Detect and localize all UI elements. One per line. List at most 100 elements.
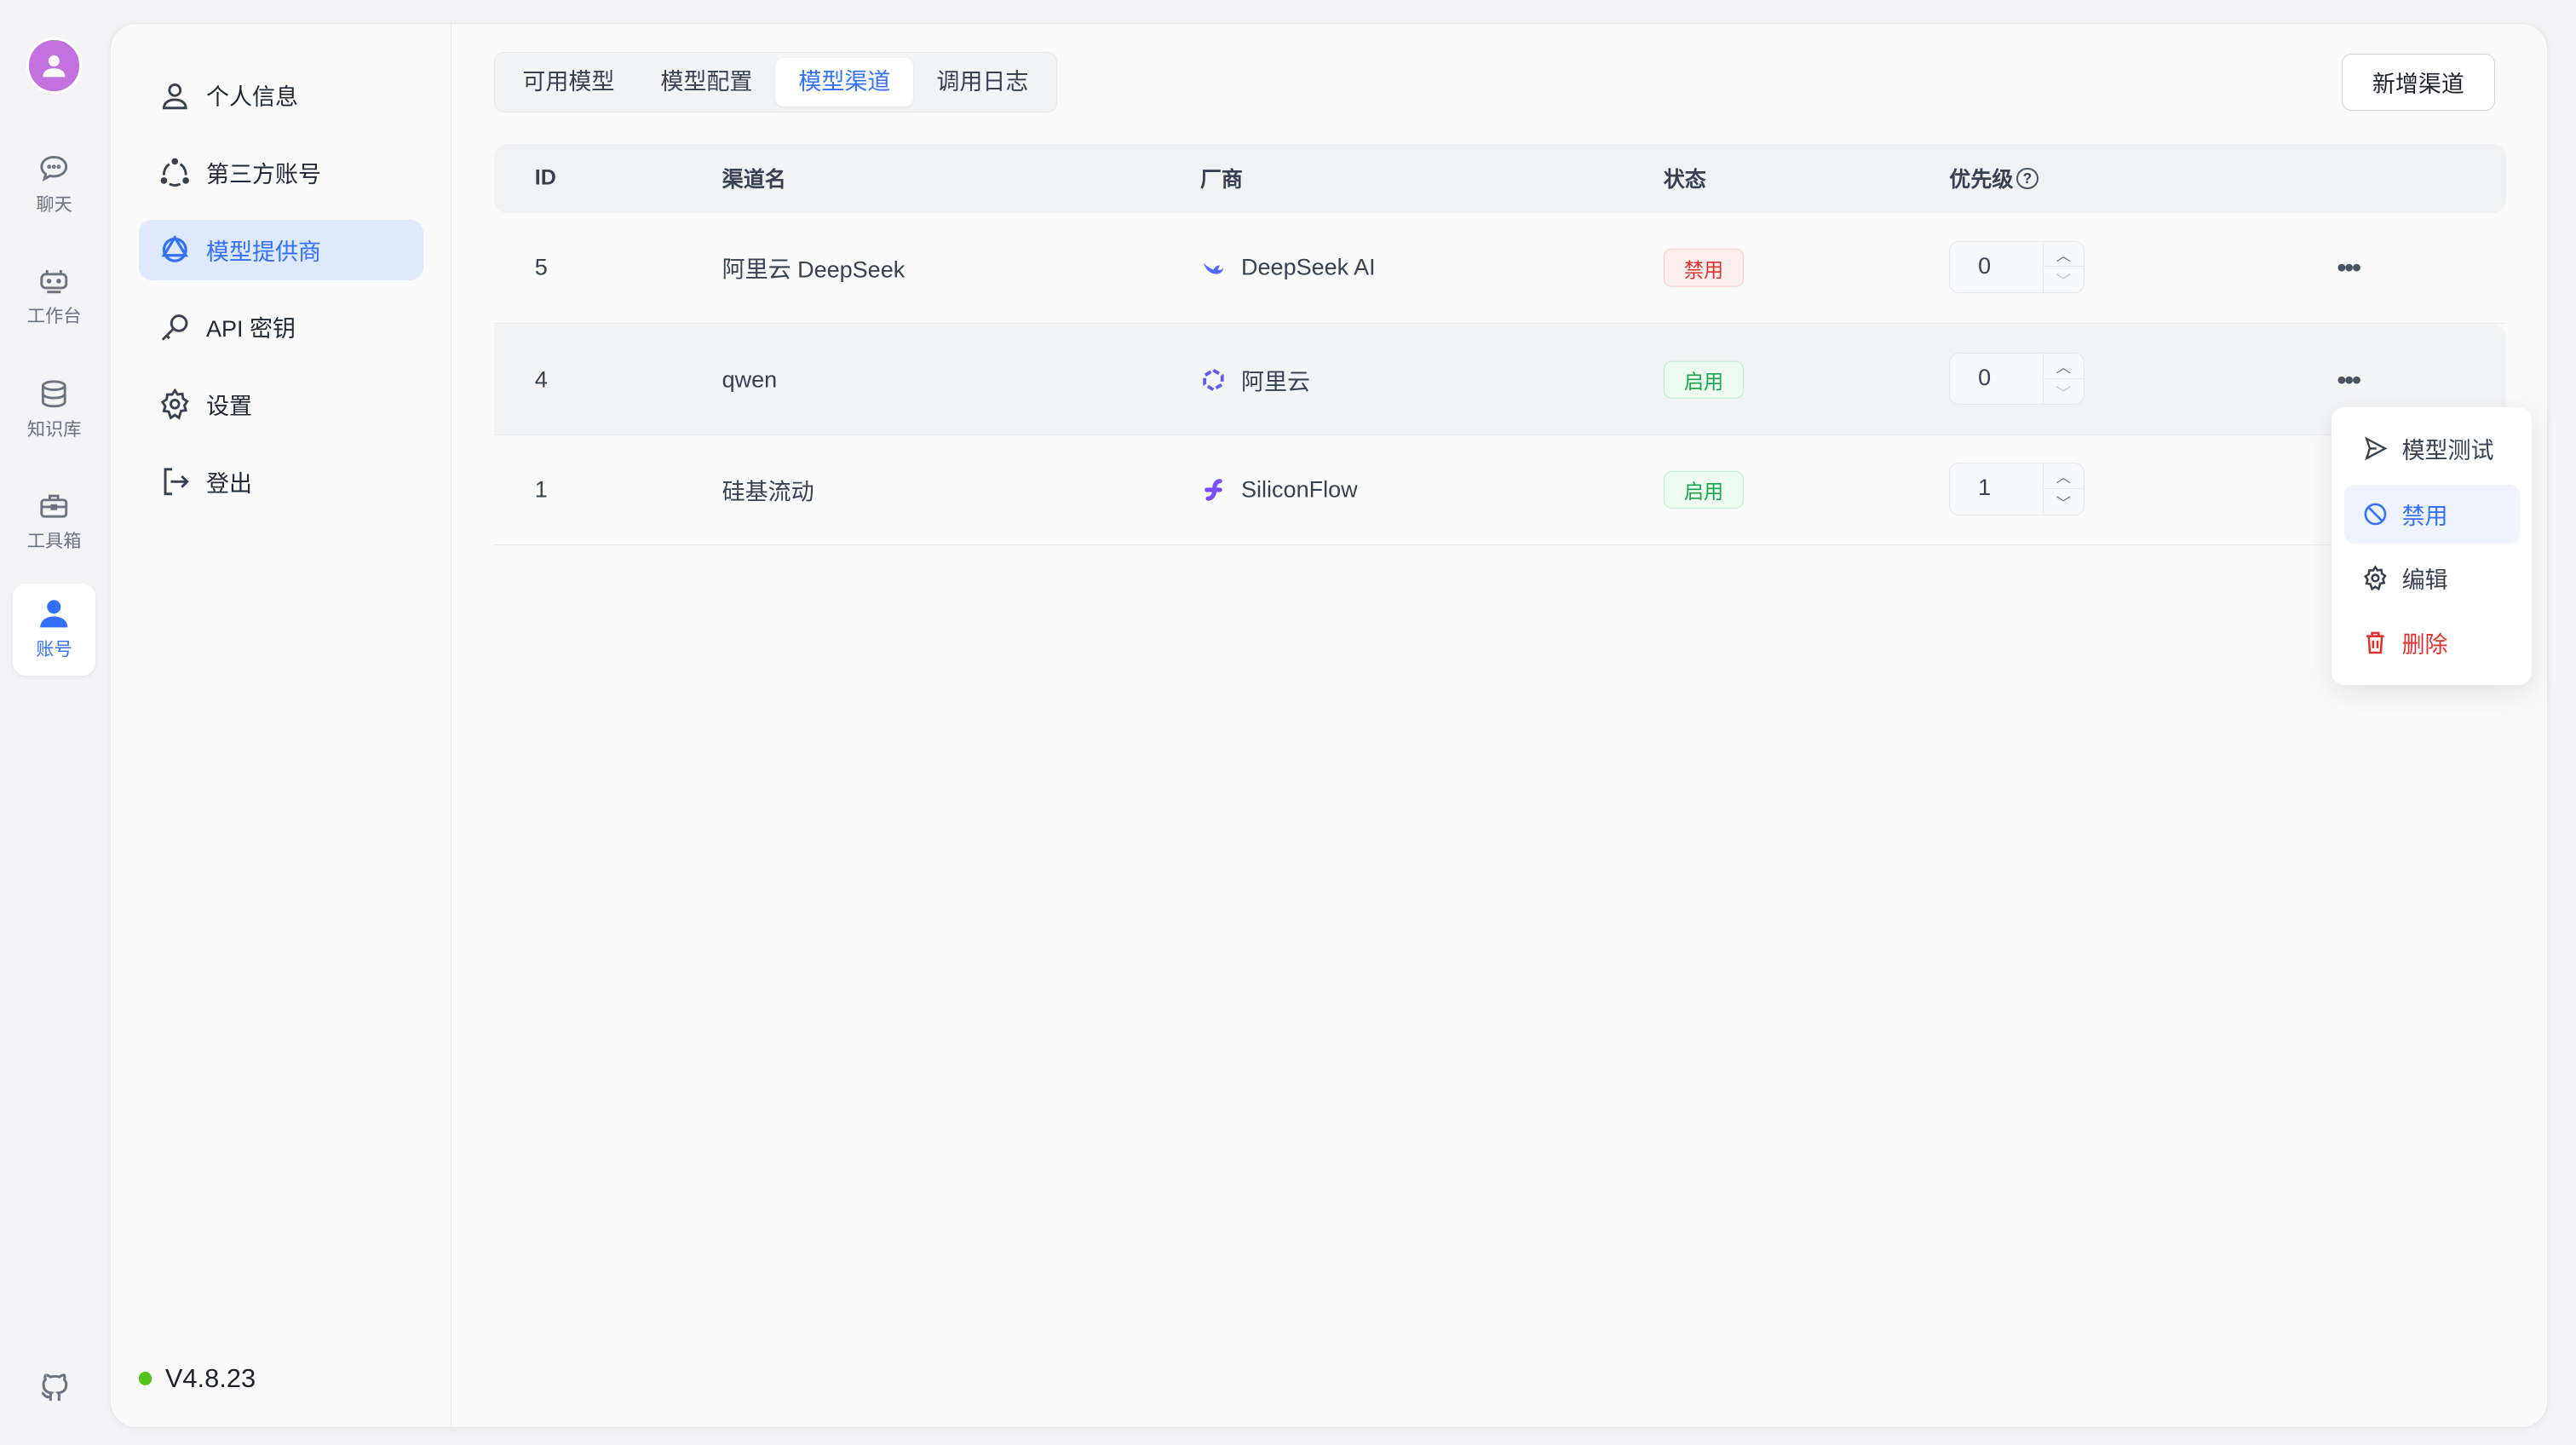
nav-label: 个人信息 [206,84,299,111]
cell-vendor: DeepSeek AI [1200,255,1376,281]
cell-name: qwen [722,366,778,393]
status-badge: 启用 [1663,470,1745,509]
more-actions-button[interactable]: ••• [2337,364,2361,394]
priority-value: 0 [1978,365,1992,391]
rail-item-workbench[interactable]: 工作台 [13,250,95,342]
row-actions-menu: 模型测试 禁用 编辑 删除 [2331,407,2532,686]
gear-icon [2364,565,2388,591]
nav-item-profile[interactable]: 个人信息 [139,65,423,125]
tab-model-channels[interactable]: 模型渠道 [775,57,914,107]
increment-button[interactable]: ︿ [2043,353,2084,379]
priority-stepper[interactable]: 0 ︿ ﹀ [1949,240,2084,294]
toolbox-icon [40,494,68,518]
table-row: 1 硅基流动 SiliconFlow 启用 1 ︿ ﹀ [493,435,2507,546]
priority-stepper[interactable]: 1 ︿ ﹀ [1949,462,2084,515]
cell-id: 5 [534,254,548,280]
menu-item-edit[interactable]: 编辑 [2344,549,2520,607]
vendor-name: DeepSeek AI [1241,254,1376,280]
increment-button[interactable]: ︿ [2043,241,2084,268]
logout-icon [164,468,189,496]
menu-item-test-model[interactable]: 模型测试 [2344,419,2520,478]
tab-call-logs[interactable]: 调用日志 [936,68,1029,95]
menu-label: 禁用 [2401,504,2448,530]
rail-item-account[interactable]: 账号 [13,583,95,676]
cell-name: 阿里云 DeepSeek [722,256,906,283]
cell-vendor: 阿里云 [1200,363,1310,396]
cell-name: 硅基流动 [722,479,814,505]
menu-item-delete[interactable]: 删除 [2344,613,2520,671]
decrement-button[interactable]: ﹀ [2043,489,2083,515]
rail-label: 知识库 [26,419,82,440]
nav-label: 模型提供商 [206,239,322,265]
trash-icon [2366,631,2384,653]
ban-icon [2364,503,2387,526]
priority-stepper[interactable]: 0 ︿ ﹀ [1949,352,2084,406]
database-icon [42,379,66,407]
rail-item-toolbox[interactable]: 工具箱 [13,475,95,567]
cell-vendor: SiliconFlow [1200,476,1358,503]
decrement-button[interactable]: ﹀ [2043,379,2083,405]
status-badge: 禁用 [1663,249,1745,287]
nav-item-api-key[interactable]: API 密钥 [139,296,423,357]
menu-label: 编辑 [2401,567,2448,594]
tab-bar: 可用模型 模型配置 模型渠道 调用日志 [493,51,1058,113]
more-actions-button[interactable]: ••• [2337,252,2361,283]
status-dot [138,1372,152,1385]
rail-item-chat[interactable]: 聊天 [13,138,95,230]
priority-value: 1 [1978,475,1992,501]
tab-model-config[interactable]: 模型配置 [660,68,753,95]
menu-label: 模型测试 [2401,437,2494,463]
settings-nav: 个人信息 第三方账号 模型提供商 API 密钥 设置 登出 V4.8.23 [111,24,452,1428]
nav-item-settings[interactable]: 设置 [139,374,423,435]
rail-item-knowledge[interactable]: 知识库 [13,363,95,455]
nav-item-third-party[interactable]: 第三方账号 [139,142,423,203]
table-row: 4 qwen 阿里云 启用 0 ︿ ﹀ ••• [493,324,2507,436]
version-indicator: V4.8.23 [138,1362,256,1394]
cell-id: 1 [534,476,548,503]
add-channel-button[interactable]: 新增渠道 [2342,53,2495,112]
menu-label: 删除 [2401,631,2448,658]
share-nodes-icon [160,158,190,187]
deepseek-logo-icon [1203,263,1223,275]
user-icon [163,83,187,109]
help-icon[interactable]: ? [2016,167,2038,189]
model-provider-icon [161,234,189,262]
col-status: 状态 [1663,168,1706,193]
col-vendor: 厂商 [1199,168,1243,193]
rail-label: 账号 [36,640,72,660]
siliconflow-logo-icon [1204,478,1222,501]
key-icon [161,314,188,341]
user-icon [43,55,66,78]
chat-icon [40,156,68,182]
github-icon[interactable] [37,1369,72,1410]
vendor-name: SiliconFlow [1241,476,1358,503]
status-badge: 启用 [1663,360,1745,399]
nav-label: 登出 [206,470,253,497]
nav-item-model-provider[interactable]: 模型提供商 [138,219,423,280]
avatar[interactable] [26,37,83,94]
nav-item-logout[interactable]: 登出 [139,451,423,511]
rail-label: 工具箱 [26,532,82,552]
rail-label: 工作台 [26,306,82,326]
cell-id: 4 [534,366,548,393]
gear-icon [160,388,189,420]
nav-label: API 密钥 [206,316,296,343]
col-priority-label: 优先级 [1949,168,2014,193]
col-name: 渠道名 [722,168,786,193]
increment-button[interactable]: ︿ [2043,463,2084,489]
rail-label: 聊天 [36,194,72,215]
nav-label: 设置 [206,393,253,419]
version-text: V4.8.23 [164,1362,256,1393]
menu-item-disable[interactable]: 禁用 [2344,484,2521,544]
send-icon [2365,436,2388,461]
main-panel: 个人信息 第三方账号 模型提供商 API 密钥 设置 登出 V4.8.23 可用… [110,23,2549,1429]
col-priority: 优先级? [1949,163,2038,193]
col-id: ID [534,165,556,190]
decrement-button[interactable]: ﹀ [2043,268,2083,293]
robot-icon [40,270,68,294]
tab-available-models[interactable]: 可用模型 [522,68,615,95]
table-header: ID 渠道名 厂商 状态 优先级? [493,143,2507,213]
nav-label: 第三方账号 [206,162,322,188]
priority-value: 0 [1978,253,1992,279]
table-row: 5 阿里云 DeepSeek DeepSeek AI 禁用 0 ︿ ﹀ ••• [493,213,2507,324]
